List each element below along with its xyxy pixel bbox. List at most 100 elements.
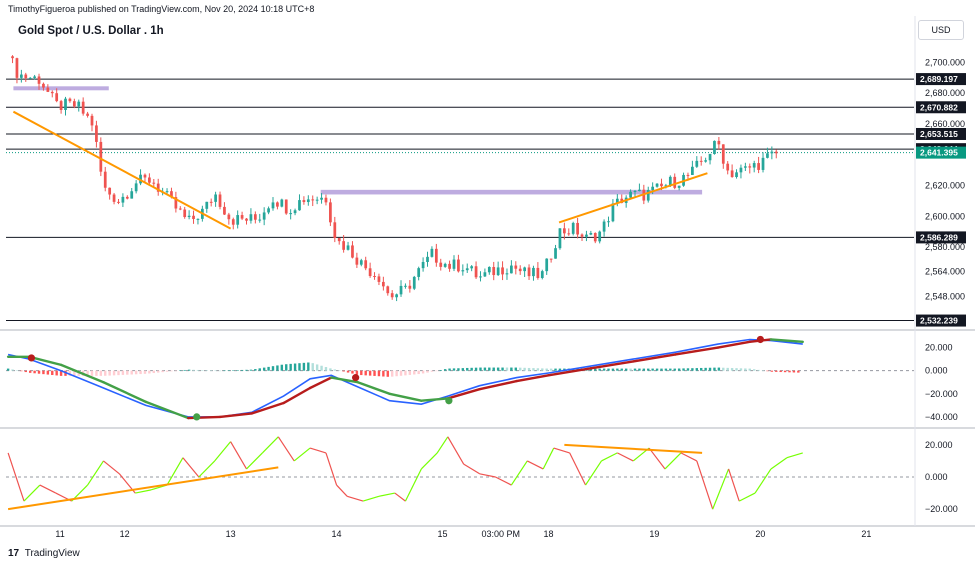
macd-histogram-bar <box>99 370 103 376</box>
level-label: 2,670.882 <box>920 102 958 112</box>
last-price-box <box>916 146 966 159</box>
candle <box>549 258 553 260</box>
candle <box>448 263 451 269</box>
candle <box>134 183 138 192</box>
macd-histogram-bar <box>452 368 456 371</box>
macd-histogram-bar <box>682 368 685 371</box>
oscillator-trendline <box>564 443 703 454</box>
macd-histogram-bar <box>404 370 407 376</box>
currency-button[interactable]: USD <box>918 20 964 40</box>
candle <box>214 194 217 202</box>
macd-histogram-bar <box>130 370 133 375</box>
macd-histogram-bar <box>68 370 72 376</box>
macd-histogram-bar <box>479 367 482 371</box>
candle <box>77 101 81 107</box>
macd-histogram-bar <box>315 364 319 371</box>
candle <box>72 101 76 107</box>
macd-histogram-bar <box>51 370 54 376</box>
trendline <box>558 172 708 224</box>
macd-signal-line <box>356 381 391 395</box>
macd-histogram-bar <box>757 369 760 371</box>
candle <box>223 206 226 215</box>
macd-signal-line <box>330 376 359 384</box>
candle <box>337 238 341 242</box>
oscillator-line <box>39 484 57 494</box>
candle <box>240 215 244 219</box>
macd-histogram-bar <box>677 368 681 371</box>
candle <box>170 191 173 198</box>
oscillator-line <box>648 447 666 470</box>
macd-cross-marker <box>27 354 36 362</box>
price-panel[interactable]: 2,548.000 2,564.000 2,580.000 2,600.000 2,62… <box>6 55 966 327</box>
macd-panel[interactable]: 20.000 0.000 −20.000 −40.000 <box>6 335 958 422</box>
macd-histogram-bar <box>775 370 778 372</box>
candle <box>748 166 752 168</box>
candle <box>156 183 160 192</box>
macd-histogram-bar <box>792 370 796 373</box>
candle <box>50 91 54 94</box>
candle <box>673 176 677 188</box>
macd-histogram-bar <box>390 370 394 377</box>
macd-histogram-bar <box>448 368 451 371</box>
candle <box>103 171 107 188</box>
oscillator-tick-label: −20.000 <box>925 504 958 514</box>
macd-histogram-bar <box>386 370 389 377</box>
candle <box>505 273 509 275</box>
price-tick-label: 2,600.000 <box>925 211 965 221</box>
macd-histogram-bar <box>466 367 469 371</box>
oscillator-panel[interactable]: 20.000 0.000 −20.000 <box>6 436 958 514</box>
candle <box>554 248 557 259</box>
oscillator-line <box>261 436 279 454</box>
candle <box>691 166 694 175</box>
macd-histogram-bar <box>739 368 743 371</box>
macd-histogram-bar <box>399 370 403 376</box>
macd-histogram-bar <box>205 370 208 371</box>
time-tick-label: 20 <box>755 529 765 539</box>
macd-histogram-bar <box>788 370 791 373</box>
candle <box>329 202 332 223</box>
time-tick-label: 21 <box>861 529 871 539</box>
macd-histogram-bar <box>59 370 63 376</box>
candle <box>470 266 474 269</box>
macd-signal-line <box>250 401 285 415</box>
candle <box>545 258 549 272</box>
candle <box>249 214 253 221</box>
candle <box>501 267 504 275</box>
candle <box>457 259 460 272</box>
candle <box>399 285 403 295</box>
macd-signal-line <box>187 415 222 420</box>
candle <box>518 268 522 272</box>
macd-histogram-bar <box>33 370 36 374</box>
oscillator-line <box>436 436 449 454</box>
macd-histogram-bar <box>148 370 151 374</box>
macd-signal-line <box>59 363 105 384</box>
oscillator-trendline <box>7 466 279 511</box>
candle <box>615 198 619 204</box>
oscillator-line <box>585 460 602 486</box>
macd-histogram-bar <box>24 370 27 373</box>
macd-histogram-bar <box>492 367 495 371</box>
candle <box>770 151 774 154</box>
candle <box>209 201 213 203</box>
macd-histogram-bar <box>236 370 239 371</box>
macd-histogram-bar <box>351 370 354 374</box>
macd-histogram-bar <box>523 367 526 371</box>
chart-title: Gold Spot / U.S. Dollar . 1h <box>18 25 164 37</box>
macd-histogram-bar <box>179 370 182 371</box>
macd-histogram-bar <box>439 369 442 371</box>
macd-signal-line <box>547 367 593 377</box>
oscillator-line <box>182 457 200 478</box>
macd-histogram-bar <box>86 370 89 376</box>
candle <box>421 261 425 269</box>
oscillator-line <box>569 452 587 486</box>
candle <box>638 189 641 192</box>
candle <box>192 215 195 220</box>
macd-histogram-bar <box>249 369 253 371</box>
macd-fast-line <box>7 338 803 418</box>
macd-histogram-bar <box>708 367 712 371</box>
candle <box>589 233 593 235</box>
oscillator-line <box>230 441 248 470</box>
macd-histogram-bar <box>629 368 632 371</box>
macd-histogram-bar <box>161 370 164 373</box>
